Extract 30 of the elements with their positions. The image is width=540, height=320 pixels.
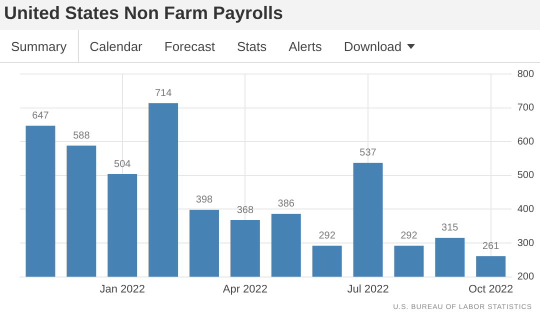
data-label: 261 bbox=[482, 240, 500, 252]
data-label: 588 bbox=[73, 130, 90, 142]
data-label: 292 bbox=[400, 230, 418, 242]
data-label: 292 bbox=[318, 230, 336, 242]
text: Download bbox=[342, 38, 403, 54]
chart-title: United States Non Farm Payrolls bbox=[4, 3, 284, 24]
text: Summary bbox=[0, 30, 79, 62]
text: Forecast bbox=[163, 38, 216, 54]
y-tick-label: 500 bbox=[517, 170, 534, 182]
data-label: 647 bbox=[32, 110, 50, 122]
x-tick-label: Jul 2022 bbox=[347, 283, 389, 296]
data-label: 315 bbox=[442, 222, 459, 234]
text: Stats bbox=[236, 38, 268, 54]
data-label: 714 bbox=[154, 88, 172, 99]
text: Alerts bbox=[288, 38, 323, 54]
y-tick-label: 800 bbox=[517, 68, 534, 80]
x-tick-label: Jan 2022 bbox=[100, 283, 145, 296]
data-label: 368 bbox=[236, 204, 254, 216]
data-label: 504 bbox=[114, 158, 132, 170]
text: Calendar bbox=[88, 38, 144, 54]
data-label: 386 bbox=[278, 198, 295, 210]
y-tick-label: 400 bbox=[517, 204, 534, 215]
y-tick-label: 600 bbox=[517, 136, 534, 148]
x-tick-label: Oct 2022 bbox=[468, 283, 514, 296]
data-label: 398 bbox=[196, 194, 214, 206]
y-tick-label: 300 bbox=[517, 238, 534, 249]
x-tick-label: Apr 2022 bbox=[222, 283, 268, 296]
y-tick-label: 200 bbox=[517, 272, 534, 283]
data-label: 537 bbox=[360, 148, 377, 159]
y-tick-label: 700 bbox=[517, 102, 534, 114]
